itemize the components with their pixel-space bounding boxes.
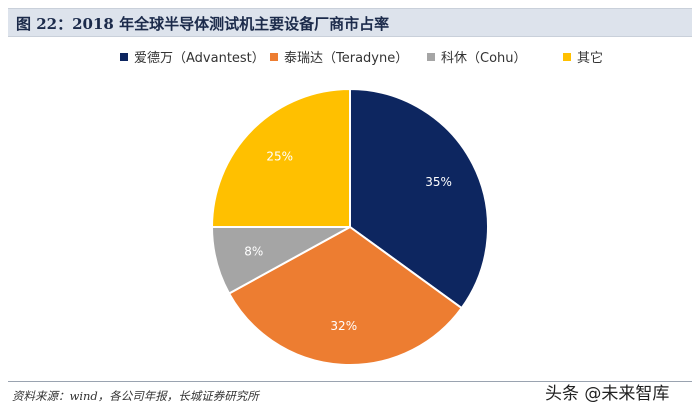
watermark: 头条 @未来智库 [545, 384, 670, 404]
legend-item: 泰瑞达（Teradyne） [270, 47, 408, 66]
legend-label: 泰瑞达（Teradyne） [284, 51, 409, 66]
footer-divider [8, 381, 692, 382]
legend-item: 科休（Cohu） [427, 47, 527, 66]
legend-swatch [270, 52, 278, 61]
chart-legend: 爱德万（Advantest） 泰瑞达（Teradyne） 科休（Cohu） 其它 [0, 47, 700, 67]
legend-swatch [120, 52, 128, 61]
figure-title-bar: 图 22：2018 年全球半导体测试机主要设备厂商市占率 [8, 8, 692, 37]
legend-swatch [427, 52, 435, 61]
slice-label: 32% [330, 319, 357, 333]
slice-label: 25% [266, 150, 293, 164]
source-note: 资料来源：wind，各公司年报，长城证券研究所 [12, 389, 259, 403]
figure-title: 图 22：2018 年全球半导体测试机主要设备厂商市占率 [16, 15, 390, 33]
legend-swatch [563, 52, 571, 61]
legend-label: 爱德万（Advantest） [134, 51, 265, 66]
legend-label: 科休（Cohu） [441, 51, 527, 66]
slice-label: 8% [244, 245, 263, 259]
pie-slice [210, 87, 351, 228]
pie-slice [349, 87, 489, 310]
legend-item: 其它 [563, 47, 603, 66]
pie-slice [227, 225, 464, 366]
slice-label: 35% [425, 175, 452, 189]
legend-item: 爱德万（Advantest） [120, 47, 265, 66]
pie-chart: 35% 32% 8% 25% [210, 87, 489, 366]
legend-label: 其它 [577, 51, 604, 66]
